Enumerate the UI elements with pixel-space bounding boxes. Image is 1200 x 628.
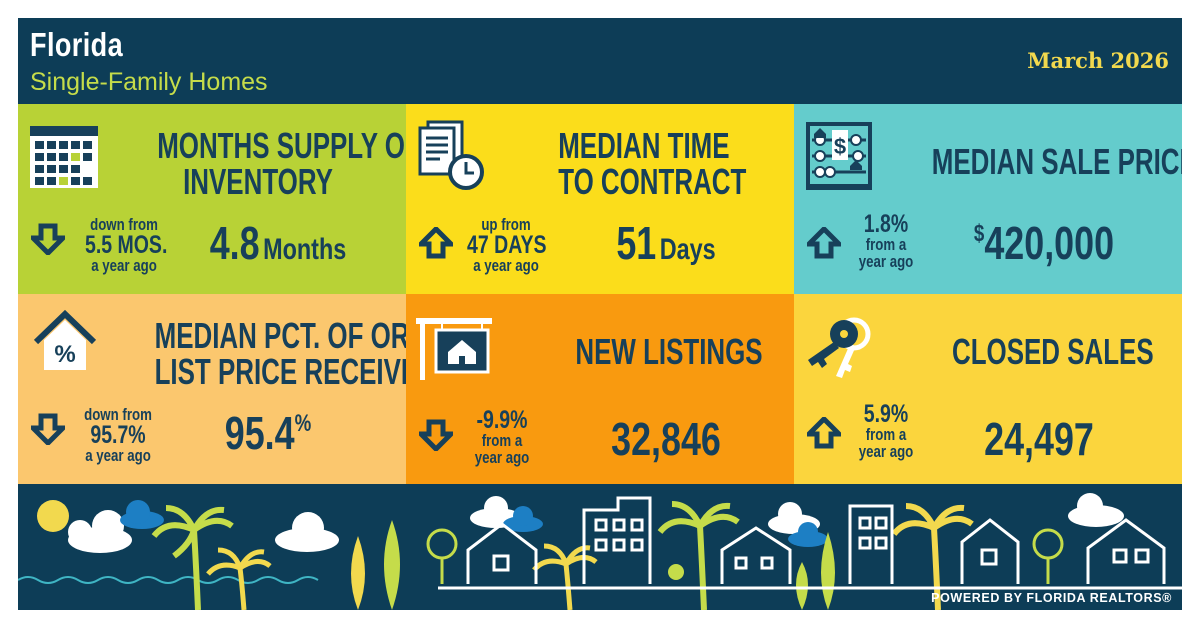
- arrow-up-icon: [807, 417, 841, 449]
- state-title: Florida: [30, 26, 124, 63]
- tile-title: MEDIAN PCT. OF ORIG.LIST PRICE RECEIVED: [154, 315, 406, 392]
- arrow-up-icon: [419, 227, 453, 259]
- water-wave: [18, 576, 319, 584]
- change-text: down from 95.7% a year ago: [84, 405, 152, 465]
- infographic-card: Florida Single-Family Homes March 2026 M…: [18, 18, 1182, 610]
- cloud-icon: [275, 512, 339, 552]
- metric-value: 4.8 Months: [209, 217, 347, 269]
- tile-new-listings: NEW LISTINGS -9.9% from a year ago 32,84…: [406, 294, 794, 484]
- change-text: up from 47 DAYS a year ago: [467, 215, 547, 275]
- svg-text:$: $: [834, 134, 846, 159]
- tree-icon: [384, 520, 400, 610]
- building-outlines: [438, 496, 1182, 590]
- metric-value: 95.4%: [224, 407, 312, 459]
- house-percent-icon: %: [33, 309, 97, 370]
- tile-title: MONTHS SUPPLY OF INVENTORY: [157, 125, 406, 202]
- for-sale-sign-icon: [416, 318, 492, 380]
- percent-symbol: %: [54, 341, 75, 368]
- tile-median-sale-price: $ MEDIAN SALE PRICE 1.8% from a year ago…: [794, 104, 1182, 294]
- arrow-down-icon: [31, 413, 65, 445]
- tile-pct-of-list-price: % MEDIAN PCT. OF ORIG.LIST PRICE RECEIVE…: [18, 294, 406, 484]
- palm-tree-icon: [151, 505, 234, 610]
- metric-value: 51 Days: [616, 217, 716, 269]
- bush-icon: [668, 564, 684, 580]
- tile-months-supply: MONTHS SUPPLY OF INVENTORY down from 5.5 …: [18, 104, 406, 294]
- change-text: -9.9% from a year ago: [474, 406, 530, 467]
- property-type-subtitle: Single-Family Homes: [30, 68, 268, 96]
- tile-title: MEDIAN SALE PRICE: [931, 141, 1182, 182]
- arrow-down-icon: [31, 223, 65, 255]
- tile-title: CLOSED SALES: [952, 331, 1154, 372]
- metric-value: $420,000: [973, 217, 1115, 269]
- tree-icon: [1032, 528, 1064, 584]
- powered-by-label: POWERED BY FLORIDA REALTORS®: [931, 591, 1172, 605]
- palm-tree-icon: [891, 503, 974, 610]
- tile-title: MEDIAN TIME TO CONTRACT: [558, 125, 747, 202]
- keys-icon: [808, 317, 871, 378]
- arrow-up-icon: [807, 227, 841, 259]
- cloud-icon: [68, 510, 132, 553]
- arrow-down-icon: [419, 419, 453, 451]
- tile-title: NEW LISTINGS: [575, 331, 763, 372]
- metric-value: 32,846: [611, 413, 721, 465]
- document-clock-icon: [418, 120, 484, 190]
- tree-icon: [821, 532, 835, 610]
- tile-closed-sales: CLOSED SALES 5.9% from a year ago 24,497: [794, 294, 1182, 484]
- tree-icon: [796, 562, 808, 610]
- sun-icon: [37, 500, 69, 532]
- cloud-icon: [120, 500, 164, 529]
- palm-tree-icon: [657, 501, 740, 610]
- palm-tree-icon: [206, 547, 272, 610]
- abacus-dollar-icon: $: [806, 122, 872, 190]
- palm-tree-icon: [532, 543, 598, 610]
- tree-icon: [426, 528, 458, 584]
- cloud-icon: [788, 522, 828, 547]
- tile-median-time-to-contract: MEDIAN TIME TO CONTRACT up from 47 DAYS a…: [406, 104, 794, 294]
- change-text: down from 5.5 MOS. a year ago: [85, 215, 168, 275]
- change-text: 5.9% from a year ago: [858, 400, 914, 461]
- cloud-icon: [503, 506, 543, 532]
- cloud-icon: [1068, 493, 1124, 527]
- calendar-icon: [30, 126, 98, 188]
- report-date: March 2026: [1027, 48, 1169, 73]
- tree-icon: [351, 536, 365, 610]
- florida-skyline-illustration: [18, 493, 1182, 610]
- change-text: 1.8% from a year ago: [858, 210, 914, 271]
- metric-value: 24,497: [984, 413, 1094, 465]
